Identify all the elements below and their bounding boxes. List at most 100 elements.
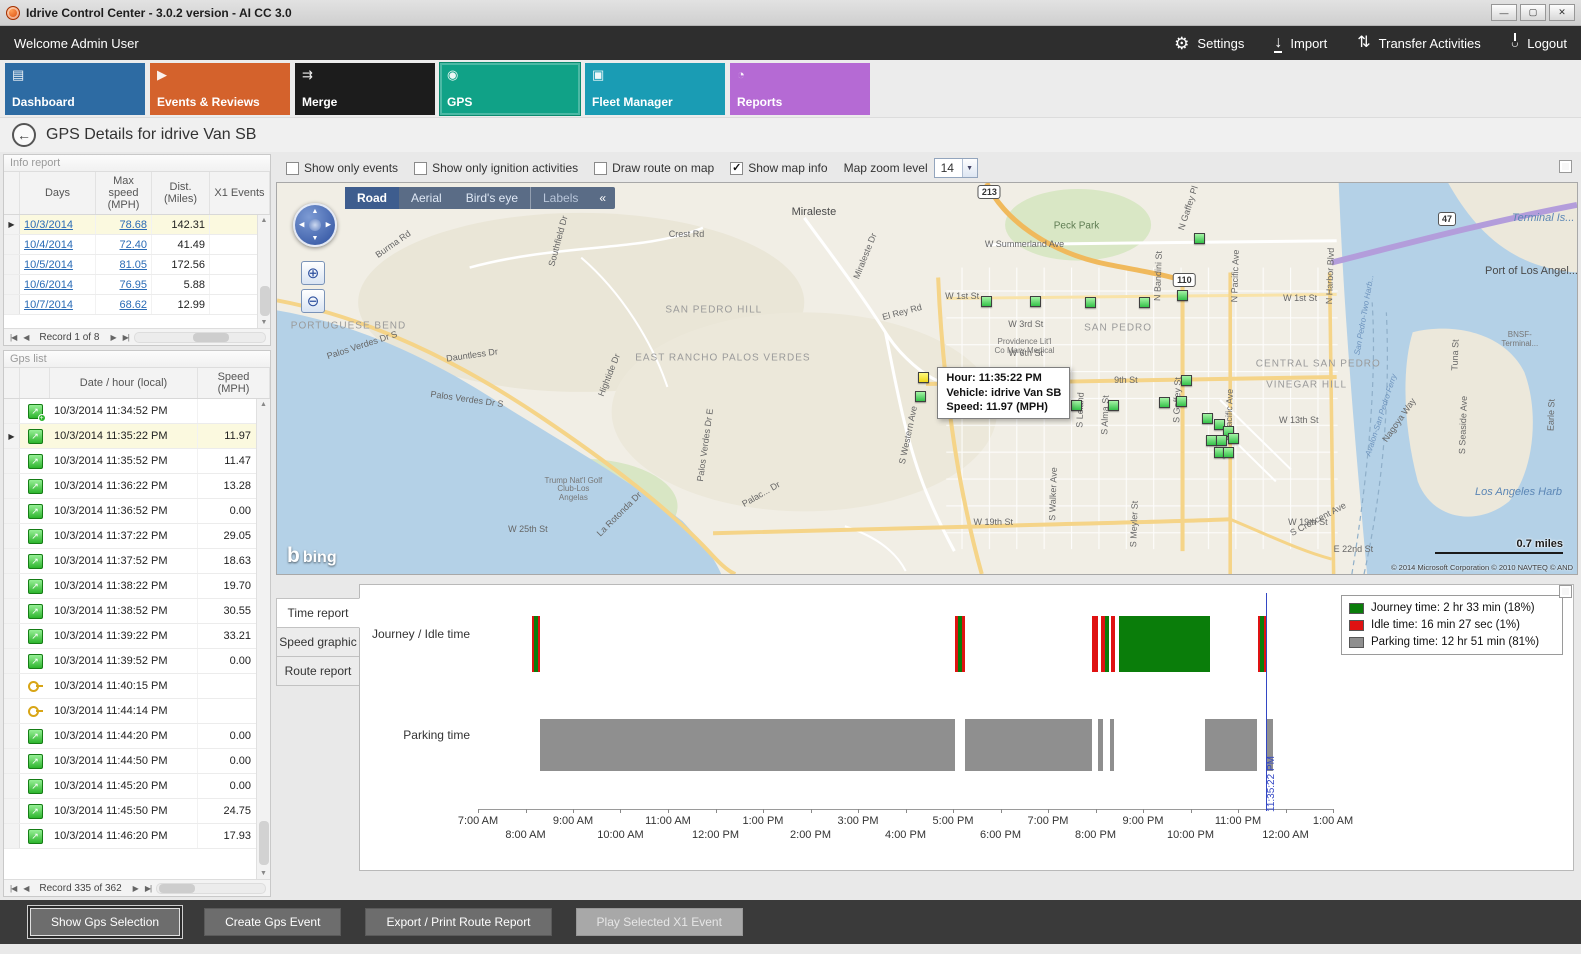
- gps-list-row[interactable]: ↗ 10/3/2014 11:36:52 PM 0.00: [4, 499, 270, 525]
- map-zoom-in-button[interactable]: ⊕: [301, 261, 325, 285]
- gps-list-row[interactable]: ↗ 10/3/2014 11:37:52 PM 18.63: [4, 549, 270, 575]
- column-header-max-speed-mph[interactable]: Max speed (MPH): [96, 172, 152, 215]
- selected-gps-marker[interactable]: [918, 372, 930, 384]
- logout-button[interactable]: ○ Logout: [1511, 36, 1567, 51]
- nav-tab-gps[interactable]: ◉ GPS: [439, 62, 581, 116]
- pan-up-icon[interactable]: ▲: [311, 208, 319, 215]
- info-report-row[interactable]: 10/6/2014 76.95 5.88: [4, 275, 270, 296]
- scroll-thumb[interactable]: [259, 821, 269, 865]
- gps-list-row[interactable]: ↗ 10/3/2014 11:44:20 PM 0.00: [4, 724, 270, 750]
- checkbox-show-map-info[interactable]: ✓ Show map info: [730, 161, 828, 175]
- first-record-icon[interactable]: |◀: [10, 332, 17, 342]
- scroll-down-icon[interactable]: ▼: [260, 870, 267, 877]
- gps-list-row[interactable]: ↗ 10/3/2014 11:35:52 PM 11.47: [4, 449, 270, 475]
- map-style-tab-aerial[interactable]: Aerial: [411, 191, 442, 205]
- info-report-row[interactable]: 10/4/2014 72.40 41.49: [4, 235, 270, 256]
- pan-down-icon[interactable]: ▼: [311, 235, 319, 242]
- prev-record-icon[interactable]: ◀: [23, 332, 29, 342]
- gps-marker[interactable]: [1194, 232, 1205, 244]
- expand-timeline-panel-button[interactable]: [1559, 585, 1572, 598]
- gps-list-row[interactable]: ▶ ↗ 10/3/2014 11:35:22 PM 11.97: [4, 424, 270, 450]
- checkbox-show-only-events[interactable]: Show only events: [286, 161, 398, 175]
- gps-marker[interactable]: [1070, 399, 1082, 411]
- last-record-icon[interactable]: ▶|: [122, 332, 130, 342]
- gps-marker[interactable]: [1181, 374, 1192, 386]
- info-report-hscrollbar[interactable]: [133, 331, 266, 343]
- transfer-activities-button[interactable]: ⇅ Transfer Activities: [1357, 35, 1481, 51]
- checkbox-show-only-ignition-activities[interactable]: Show only ignition activities: [414, 161, 578, 175]
- column-header-speed-mph[interactable]: Speed (MPH): [198, 368, 270, 399]
- gps-list-row[interactable]: ↗ 10/3/2014 11:39:52 PM 0.00: [4, 649, 270, 675]
- prev-record-icon[interactable]: ◀: [23, 883, 29, 893]
- close-button[interactable]: ✕: [1549, 4, 1575, 21]
- gps-marker[interactable]: [1216, 434, 1228, 446]
- max-speed-link[interactable]: 78.68: [96, 215, 152, 235]
- scroll-down-icon[interactable]: ▼: [260, 319, 268, 326]
- gps-marker[interactable]: [1084, 297, 1096, 309]
- column-header-dist-miles[interactable]: Dist. (Miles): [152, 172, 210, 215]
- map-style-tab-road[interactable]: Road: [345, 187, 399, 209]
- settings-button[interactable]: ⚙ Settings: [1174, 35, 1244, 52]
- column-header-x1-events[interactable]: X1 Events: [210, 172, 270, 215]
- gps-marker[interactable]: [1108, 399, 1120, 411]
- pan-left-icon[interactable]: ◀: [299, 221, 305, 229]
- last-record-icon[interactable]: ▶|: [144, 883, 152, 893]
- map-zoom-out-button[interactable]: ⊖: [301, 289, 325, 313]
- map-style-tab-labels[interactable]: Labels: [530, 187, 590, 209]
- scroll-thumb[interactable]: [193, 332, 230, 342]
- gps-list-row[interactable]: ↗ 10/3/2014 11:39:22 PM 33.21: [4, 624, 270, 650]
- map-canvas[interactable]: Road Aerial Bird's eye Labels « ▲ ▼ ◀ ▶ ⊕ ⊖ …: [276, 182, 1578, 575]
- map-zoom-select[interactable]: 14 ▼: [933, 158, 978, 178]
- create-gps-event-button[interactable]: Create Gps Event: [204, 908, 342, 936]
- scroll-up-icon[interactable]: ▲: [260, 401, 267, 409]
- day-link[interactable]: 10/3/2014: [20, 215, 96, 235]
- export-print-route-report-button[interactable]: Export / Print Route Report: [365, 908, 552, 936]
- pan-right-icon[interactable]: ▶: [325, 221, 331, 229]
- column-header-date-hour-local[interactable]: Date / hour (local): [50, 368, 198, 399]
- first-record-icon[interactable]: |◀: [10, 883, 17, 893]
- minimize-button[interactable]: —: [1491, 4, 1517, 21]
- expand-map-panel-button[interactable]: [1559, 160, 1572, 173]
- next-record-icon[interactable]: ▶: [132, 883, 139, 893]
- timeline-tab-speed-graphic[interactable]: Speed graphic: [276, 627, 360, 657]
- info-report-vscrollbar[interactable]: ▲ ▼: [257, 215, 270, 328]
- day-link[interactable]: 10/6/2014: [20, 275, 96, 295]
- day-link[interactable]: 10/7/2014: [20, 295, 96, 315]
- gps-list-row[interactable]: 10/3/2014 11:40:15 PM: [4, 674, 270, 700]
- map-style-tab-bird-s-eye[interactable]: Bird's eye: [465, 191, 518, 205]
- gps-marker[interactable]: [980, 296, 992, 308]
- gps-list-row[interactable]: ↗ 10/3/2014 11:37:22 PM 29.05: [4, 524, 270, 550]
- gps-marker[interactable]: [1227, 433, 1239, 445]
- timeline-tab-route-report[interactable]: Route report: [276, 656, 360, 686]
- scroll-up-icon[interactable]: ▲: [260, 217, 268, 225]
- play-selected-x1-event-button[interactable]: Play Selected X1 Event: [575, 908, 743, 936]
- gps-marker[interactable]: [1205, 434, 1217, 446]
- gps-list-row[interactable]: ↗ 10/3/2014 11:44:50 PM 0.00: [4, 749, 270, 775]
- gps-list-row[interactable]: ↗ 10/3/2014 11:46:20 PM 17.93: [4, 824, 270, 850]
- nav-tab-merge[interactable]: ⇉ Merge: [295, 63, 435, 115]
- gps-list-hscrollbar[interactable]: [156, 882, 266, 894]
- info-report-row[interactable]: 10/5/2014 81.05 172.56: [4, 255, 270, 276]
- max-speed-link[interactable]: 72.40: [96, 235, 152, 255]
- scroll-thumb[interactable]: [159, 883, 196, 893]
- gps-marker[interactable]: [1158, 396, 1170, 408]
- max-speed-link[interactable]: 81.05: [96, 255, 152, 275]
- info-report-row[interactable]: ▶ 10/3/2014 78.68 142.31: [4, 215, 270, 236]
- gps-marker[interactable]: [1213, 418, 1225, 430]
- gps-marker[interactable]: [914, 390, 926, 402]
- max-speed-link[interactable]: 76.95: [96, 275, 152, 295]
- gps-marker[interactable]: [1222, 446, 1234, 458]
- gps-marker[interactable]: [1201, 412, 1213, 424]
- gps-list-row[interactable]: 10/3/2014 11:44:14 PM: [4, 699, 270, 725]
- info-report-row[interactable]: 10/7/2014 68.62 12.99: [4, 295, 270, 316]
- import-button[interactable]: ↓ Import: [1274, 35, 1327, 53]
- nav-tab-reports[interactable]: ◔ Reports: [730, 63, 870, 115]
- next-record-icon[interactable]: ▶: [110, 332, 116, 342]
- nav-tab-events-reviews[interactable]: ▶ Events & Reviews: [150, 63, 290, 115]
- gps-marker[interactable]: [1030, 296, 1042, 308]
- gps-list-row[interactable]: ↗ 10/3/2014 11:36:22 PM 13.28: [4, 474, 270, 500]
- scroll-thumb[interactable]: [260, 286, 270, 316]
- nav-tab-dashboard[interactable]: ▤ Dashboard: [5, 63, 145, 115]
- compass-center[interactable]: [309, 219, 321, 231]
- day-link[interactable]: 10/4/2014: [20, 235, 96, 255]
